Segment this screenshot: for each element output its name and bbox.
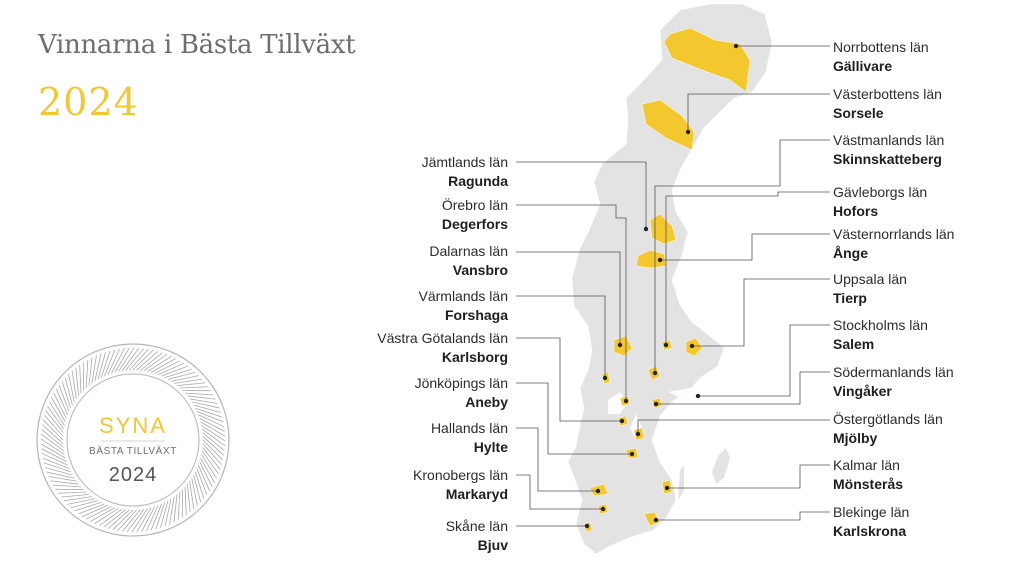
municipality-name: Salem xyxy=(833,336,875,352)
winner-label: Dalarnas län Vansbro xyxy=(268,242,508,280)
county-name: Jönköpings län xyxy=(414,375,508,391)
winner-label: Skåne län Bjuv xyxy=(268,517,508,555)
winner-label: Västra Götalands län Karlsborg xyxy=(268,329,508,367)
county-name: Stockholms län xyxy=(833,317,928,333)
winner-label: Östergötlands län Mjölby xyxy=(833,410,1024,448)
municipality-name: Vingåker xyxy=(833,383,892,399)
winner-label: Uppsala län Tierp xyxy=(833,270,1024,308)
municipality-name: Karlskrona xyxy=(833,523,907,539)
seal-year: 2024 xyxy=(108,464,158,486)
county-name: Hallands län xyxy=(430,420,508,436)
leader-vasterbotten xyxy=(687,93,830,132)
winner-label: Västernorrlands län Ånge xyxy=(833,225,1024,263)
winner-label: Blekinge län Karlskrona xyxy=(833,503,1024,541)
county-name: Kronobergs län xyxy=(413,467,508,483)
winner-label: Västerbottens län Sorsele xyxy=(833,85,1024,123)
leader-ostergotland xyxy=(637,419,830,434)
sweden-land xyxy=(567,3,773,555)
municipality-name: Ånge xyxy=(833,245,868,261)
county-name: Norrbottens län xyxy=(833,39,929,55)
region-gallivare xyxy=(663,27,751,93)
page-title: Vinnarna i Bästa Tillväxt xyxy=(38,30,356,60)
winner-label: Kronobergs län Markaryd xyxy=(268,466,508,504)
municipality-name: Karlsborg xyxy=(441,349,508,365)
municipality-name: Bjuv xyxy=(477,537,508,553)
leader-vastra-gotaland xyxy=(516,337,622,422)
municipality-name: Gällivare xyxy=(833,58,893,74)
county-name: Örebro län xyxy=(441,197,508,213)
county-name: Blekinge län xyxy=(833,504,910,520)
leader-gavleborg xyxy=(665,191,830,345)
region-sorsele xyxy=(641,99,695,151)
county-name: Uppsala län xyxy=(833,271,907,287)
winner-label: Örebro län Degerfors xyxy=(268,196,508,234)
municipality-name: Tierp xyxy=(833,290,867,306)
winner-label: Norrbottens län Gällivare xyxy=(833,38,1024,76)
county-name: Västra Götalands län xyxy=(377,330,508,346)
leader-vastmanland xyxy=(654,139,830,373)
leader-blekinge xyxy=(656,511,830,521)
region-karlskrona xyxy=(643,511,661,527)
county-name: Jämtlands län xyxy=(421,154,508,170)
winner-label: Jönköpings län Aneby xyxy=(268,374,508,412)
county-name: Kalmar län xyxy=(833,457,900,473)
seal-subtitle: BÄSTA TILLVÄXT xyxy=(89,446,177,457)
region-tierp xyxy=(685,337,703,357)
winner-label: Stockholms län Salem xyxy=(833,316,1024,354)
leader-stockholm xyxy=(698,324,830,397)
municipality-name: Sorsele xyxy=(833,105,884,121)
leader-dalarna xyxy=(516,251,621,345)
page-year: 2024 xyxy=(38,80,139,124)
region-vansbro xyxy=(613,335,633,357)
municipality-name: Hofors xyxy=(833,203,879,219)
county-name: Gävleborgs län xyxy=(833,184,928,200)
oland-island xyxy=(678,466,684,500)
county-name: Skåne län xyxy=(445,518,508,534)
county-name: Västernorrlands län xyxy=(833,226,955,242)
winner-label: Södermanlands län Vingåker xyxy=(833,363,1024,401)
leader-uppsala xyxy=(692,278,830,347)
leader-halland xyxy=(516,427,598,492)
leader-orebro xyxy=(516,204,627,401)
leader-jonkoping xyxy=(516,382,632,455)
winner-label: Hallands län Hylte xyxy=(268,419,508,457)
county-name: Södermanlands län xyxy=(833,364,954,380)
municipality-name: Degerfors xyxy=(441,216,508,232)
winner-label: Gävleborgs län Hofors xyxy=(833,183,1024,221)
municipality-name: Aneby xyxy=(465,394,508,410)
sweden-lakes xyxy=(608,388,700,440)
leader-sodermanland xyxy=(656,371,830,405)
region-ragunda xyxy=(649,213,677,245)
leader-kalmar xyxy=(667,464,830,489)
leader-kronoberg xyxy=(516,474,603,510)
leader-jamtland xyxy=(516,161,647,229)
county-name: Värmlands län xyxy=(418,288,509,304)
county-name: Dalarnas län xyxy=(429,243,508,259)
leader-vasternorrland xyxy=(660,233,830,261)
municipality-name: Forshaga xyxy=(444,307,508,323)
municipality-name: Ragunda xyxy=(448,173,508,189)
county-name: Västerbottens län xyxy=(833,86,942,102)
winner-label: Västmanlands län Skinnskatteberg xyxy=(833,131,1024,169)
municipality-name: Markaryd xyxy=(445,486,508,502)
municipality-name: Mönsterås xyxy=(833,476,904,492)
municipality-name: Hylte xyxy=(473,439,508,455)
county-name: Östergötlands län xyxy=(833,411,943,427)
leader-varmland xyxy=(516,295,606,378)
municipality-name: Skinnskatteberg xyxy=(833,151,942,167)
municipality-name: Vansbro xyxy=(452,262,508,278)
winner-label: Kalmar län Mönsterås xyxy=(833,456,1024,494)
winner-label: Jämtlands län Ragunda xyxy=(268,153,508,191)
winner-label: Värmlands län Forshaga xyxy=(268,287,509,325)
gotland-island xyxy=(712,448,730,484)
seal-brand: SYNA xyxy=(99,413,167,438)
municipality-name: Mjölby xyxy=(833,430,878,446)
county-name: Västmanlands län xyxy=(833,132,945,148)
